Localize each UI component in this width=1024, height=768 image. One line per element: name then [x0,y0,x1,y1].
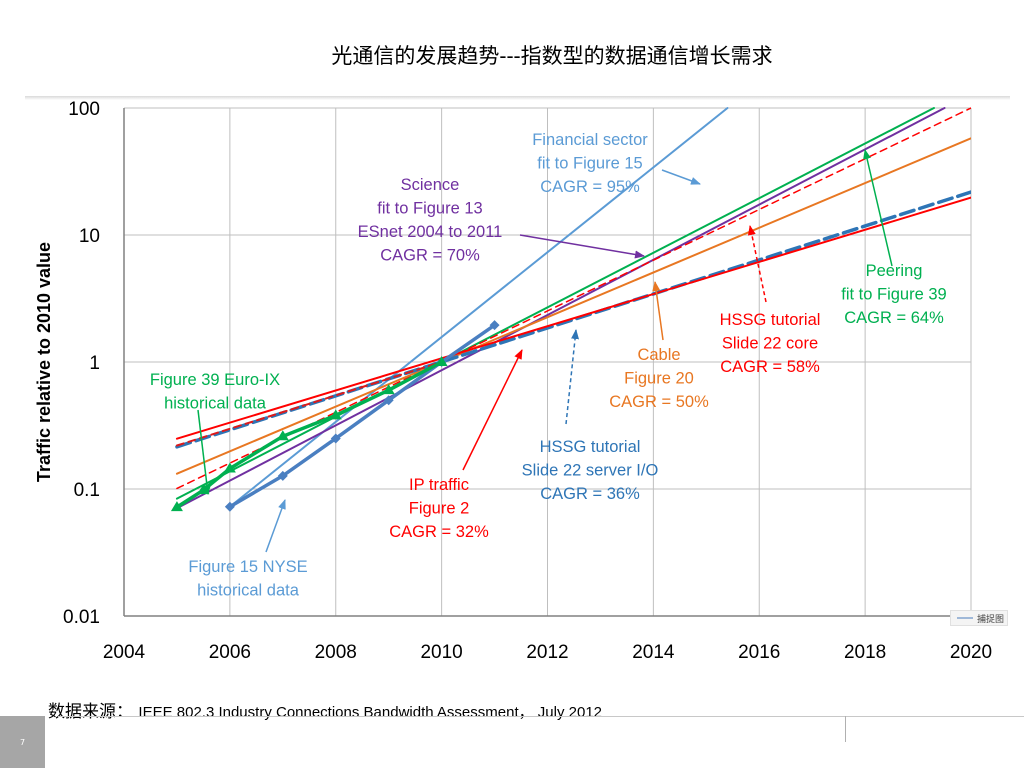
annotation-hssg_server: CAGR = 36% [540,485,640,503]
annotation-arrow-euro_ix [197,409,211,495]
historical-point-euro_ix [276,430,289,441]
series-line-euro_ix_hist [175,361,443,447]
annotation-financial: fit to Figure 15 [537,155,642,173]
annotation-financial: CAGR = 95% [540,178,640,196]
y-axis-label: Traffic relative to 2010 value [34,242,54,482]
capture-tag: 捕捉图 [950,610,1008,626]
x-tick-label: 2010 [420,642,462,663]
top-divider [25,96,1010,100]
annotation-arrow-peering [863,149,893,267]
annotation-science: CAGR = 70% [380,247,480,265]
historical-point-nyse [330,433,341,444]
x-tick-label: 2016 [738,642,780,663]
annotation-cable: Figure 20 [624,370,694,388]
annotation-arrow-hssg_server [565,329,580,425]
capture-tag-icon [956,617,973,619]
x-tick-label: 2018 [844,642,886,663]
x-tick-label: 2004 [103,642,146,663]
historical-line-nyse [228,323,496,509]
historical-point-nyse [224,501,235,512]
footer-divider [58,716,1024,717]
y-tick-label: 1 [89,353,100,374]
annotation-arrow-financial [661,169,701,185]
page-number: 7 [0,716,45,768]
annotation-peering: CAGR = 64% [844,309,944,327]
annotation-euro_ix: historical data [164,395,267,413]
series-line-ip_traffic [175,196,971,440]
slide-title: 光通信的发展趋势---指数型的数据通信增长需求 [331,44,773,68]
source-text: IEEE 802.3 Industry Connections Bandwidt… [138,704,603,721]
historical-point-nyse [489,320,500,331]
source-line: 数据来源： IEEE 802.3 Industry Connections Ba… [48,697,602,722]
x-tick-label: 2006 [209,642,251,663]
series-line-financial [228,107,729,508]
annotation-financial: Financial sector [532,131,648,149]
historical-point-nyse [277,470,288,481]
footer-tick [845,716,846,742]
annotation-ip_traffic: IP traffic [409,476,469,494]
annotation-science: Science [401,176,460,194]
source-label: 数据来源： [48,702,133,722]
historical-point-euro_ix [382,384,395,395]
y-tick-label: 0.01 [63,607,100,628]
annotation-peering: Peering [866,262,923,280]
annotation-hssg_core: HSSG tutorial [720,311,821,329]
historical-point-euro_ix [435,356,448,366]
x-tick-label: 2008 [315,642,357,663]
annotation-arrow-hssg_core [747,225,767,303]
series-line-peering [175,107,935,500]
annotation-ip_traffic: CAGR = 32% [389,523,489,541]
x-tick-label: 2012 [526,642,568,663]
x-tick-label: 2020 [950,642,992,663]
annotation-cable: CAGR = 50% [609,393,709,411]
annotation-arrow-nyse [265,499,286,553]
annotation-arrow-ip_traffic [462,349,523,471]
historical-point-euro_ix [170,501,183,512]
series-line-cable [175,137,971,475]
annotation-science: fit to Figure 13 [377,200,482,218]
traffic-growth-chart: 2004 2006 2008 2010 2012 2014 2016 2018 2020 0.01… [34,99,992,663]
annotation-arrow-cable [652,281,664,341]
historical-point-euro_ix [223,462,236,473]
annotation-arrow-science [519,234,645,259]
annotation-science: ESnet 2004 to 2011 [358,223,503,241]
annotation-hssg_server: Slide 22 server I/O [522,462,659,480]
annotation-peering: fit to Figure 39 [841,286,946,304]
annotation-hssg_core: Slide 22 core [722,335,818,353]
annotation-nyse: historical data [197,582,300,600]
annotation-cable: Cable [637,346,680,364]
capture-tag-label: 捕捉图 [976,614,1004,625]
annotation-nyse: Figure 15 NYSE [188,558,307,576]
series-group [170,107,971,512]
annotation-hssg_core: CAGR = 58% [720,358,820,376]
y-tick-label: 100 [68,99,100,120]
historical-point-nyse [383,395,394,406]
y-tick-label: 0.1 [74,480,100,501]
y-tick-label: 10 [79,226,100,247]
series-line-science [175,107,946,510]
annotation-ip_traffic: Figure 2 [409,500,470,518]
x-tick-label: 2014 [632,642,675,663]
annotation-hssg_server: HSSG tutorial [540,438,641,456]
historical-point-euro_ix [329,409,342,420]
annotation-euro_ix: Figure 39 Euro-IX [150,371,280,389]
